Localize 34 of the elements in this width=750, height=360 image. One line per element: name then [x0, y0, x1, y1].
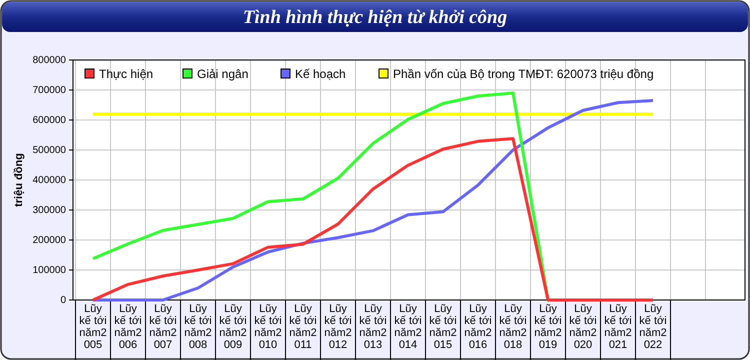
x-tick-label: Lũy kế tới năm2012 — [324, 303, 352, 351]
x-tick-label: Lũy kế tới năm2008 — [184, 303, 212, 351]
y-tick-label: 800000 — [32, 55, 66, 66]
y-axis-title: triệu đồng — [13, 153, 25, 207]
y-tick-label: 700000 — [32, 85, 66, 96]
x-tick-label: Lũy kế tới năm2005 — [79, 303, 107, 351]
x-tick-label: Lũy kế tới năm2009 — [219, 303, 247, 351]
legend-label: Phần vốn của Bộ trong TMĐT: 620073 triệu đồng — [393, 67, 654, 81]
line-series — [92, 99, 654, 302]
legend-label: Kế hoạch — [295, 67, 346, 81]
chart-title: Tình hình thực hiện từ khởi công — [242, 7, 508, 28]
x-tick-label: Lũy kế tới năm2013 — [359, 303, 387, 351]
x-tick-label: Lũy kế tới năm2020 — [569, 303, 597, 351]
legend-label: Thực hiện — [99, 67, 154, 81]
x-tick-label: Lũy kế tới năm2018 — [499, 303, 527, 351]
x-tick-label: Lũy kế tới năm2011 — [289, 303, 317, 351]
x-tick-label: Lũy kế tới năm2021 — [604, 303, 632, 351]
y-tick-label: 400000 — [32, 175, 66, 186]
y-tick-label: 200000 — [32, 235, 66, 246]
x-tick-label: Lũy kế tới năm2015 — [429, 303, 457, 351]
legend-label: Giải ngân — [197, 67, 248, 81]
x-tick-label: Lũy kế tới năm2016 — [464, 303, 492, 351]
line-series — [92, 137, 654, 302]
x-tick-label: Lũy kế tới năm2010 — [254, 303, 282, 351]
x-tick-label: Lũy kế tới năm2007 — [149, 303, 177, 351]
x-tick-label: Lũy kế tới năm2019 — [534, 303, 562, 351]
y-tick-label: 600000 — [32, 115, 66, 126]
x-tick-label: Lũy kế tới năm2022 — [639, 303, 667, 351]
y-tick-label: 500000 — [32, 145, 66, 156]
x-tick-label: Lũy kế tới năm2014 — [394, 303, 422, 351]
y-tick-label: 300000 — [32, 205, 66, 216]
y-tick-label: 100000 — [32, 265, 66, 276]
y-tick-label: 0 — [60, 295, 66, 306]
x-tick-label: Lũy kế tới năm2006 — [114, 303, 142, 351]
